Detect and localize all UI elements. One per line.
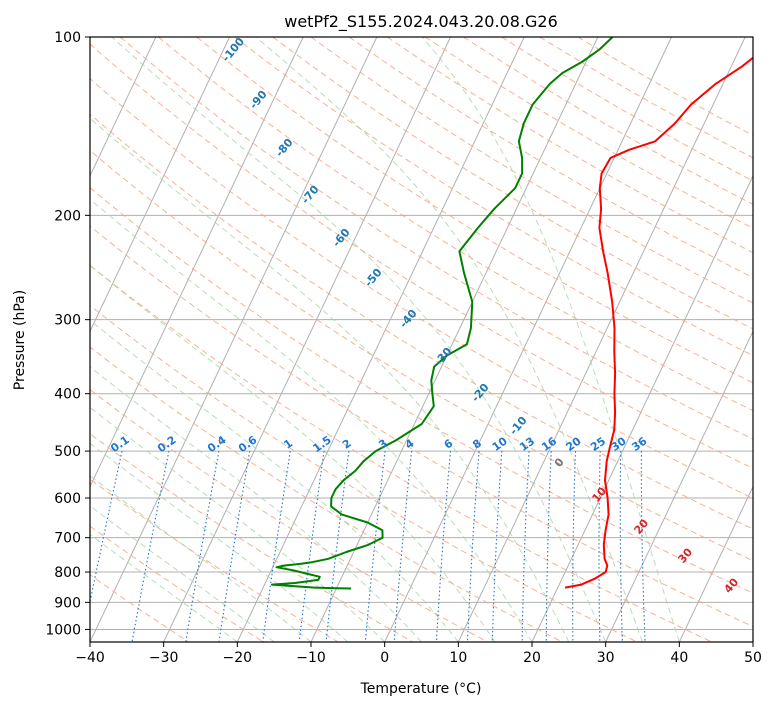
mixing-ratio-line	[640, 451, 646, 642]
x-axis: −40 −30 −20 −10 0 10 20 30 40 50	[75, 642, 762, 666]
mixing-ratio-line	[262, 451, 291, 642]
x-tick-label: 10	[449, 650, 467, 666]
isotherm-gridline	[163, 37, 451, 642]
x-tick-label: 30	[597, 650, 615, 666]
mixing-ratio-line	[572, 451, 577, 642]
isotherm-gridline	[678, 485, 753, 642]
data-series-layer	[270, 37, 753, 590]
mixing-ratio-line	[466, 451, 480, 642]
moist-adiabat-line	[421, 37, 680, 642]
isotherm-gridline	[90, 37, 230, 333]
x-tick-label: 0	[380, 650, 389, 666]
y-axis-label: Pressure (hPa)	[12, 290, 28, 390]
mixing-ratio-line	[298, 451, 325, 642]
reference-lines-layer	[90, 37, 753, 642]
mixing-ratio-line	[364, 451, 386, 642]
isotherm-gridline	[236, 37, 525, 642]
x-tick-label: −10	[296, 650, 326, 666]
moist-adiabat-line	[90, 319, 459, 642]
y-tick-label: 1000	[45, 622, 81, 638]
y-axis: 100 200 300 400 500 600 700 800 900 1000	[45, 30, 90, 638]
y-tick-label: 700	[54, 531, 81, 547]
moist-adiabat-line	[90, 406, 386, 642]
plot-frame	[89, 36, 754, 643]
dewpoint-line	[270, 37, 614, 590]
y-tick-label: 800	[54, 565, 81, 581]
y-tick-label: 900	[54, 595, 81, 611]
dry-adiabat-line	[90, 478, 339, 642]
moist-adiabat-line	[90, 117, 570, 642]
moist-adiabat-line	[255, 37, 643, 642]
x-axis-label: Temperature (°C)	[360, 681, 482, 697]
moist-adiabat-line	[90, 533, 238, 642]
mixing-ratio-line	[325, 451, 350, 642]
mixing-ratio-line	[598, 451, 601, 642]
mixing-ratio-line	[393, 451, 413, 642]
moist-adiabat-line	[90, 264, 496, 642]
dry-adiabat-line	[90, 77, 753, 499]
mixing-ratio-line	[491, 451, 503, 642]
x-tick-label: −20	[223, 650, 253, 666]
dry-adiabat-line	[90, 225, 753, 628]
mixing-ratio-line	[90, 450, 123, 605]
isotherm-gridline	[531, 174, 753, 642]
isotherm-gridline	[90, 37, 378, 642]
isotherm-gridline	[90, 37, 304, 488]
isotherm-gridline	[605, 330, 753, 642]
y-tick-label: 400	[54, 387, 81, 403]
y-tick-label: 300	[54, 313, 81, 329]
isotherm-gridline	[384, 37, 672, 642]
mixing-ratio-line	[521, 451, 530, 642]
chart-title: wetPf2_S155.2024.043.20.08.G26	[284, 12, 558, 32]
x-tick-label: −40	[75, 650, 105, 666]
dry-adiabat-line	[90, 187, 753, 594]
dry-adiabat-line	[90, 149, 753, 562]
isotherm-gridline	[457, 37, 746, 642]
dry-adiabat-line	[90, 304, 638, 642]
moist-adiabat-line	[90, 442, 349, 642]
x-tick-label: −30	[149, 650, 179, 666]
moist-adiabat-line	[90, 198, 533, 642]
mixing-ratio-line	[435, 451, 452, 642]
moist-adiabat-line	[90, 366, 422, 642]
moist-adiabat-line	[90, 505, 275, 642]
y-tick-label: 600	[54, 491, 81, 507]
temperature-line	[564, 56, 753, 589]
moist-adiabat-line	[111, 37, 607, 642]
isotherm-gridline	[90, 37, 157, 178]
dry-adiabat-line	[90, 113, 753, 530]
mixing-ratio-line	[185, 451, 220, 642]
mixing-ratio-line	[545, 451, 552, 642]
y-tick-label: 200	[54, 208, 81, 224]
x-tick-label: 20	[523, 650, 541, 666]
y-tick-label: 100	[54, 30, 81, 46]
dry-adiabat-line	[90, 346, 563, 642]
mixing-ratio-line	[131, 450, 170, 642]
x-tick-label: 50	[744, 650, 762, 666]
dry-adiabat-line	[90, 389, 488, 642]
y-tick-label: 500	[54, 444, 81, 460]
mixing-ratio-line	[619, 451, 623, 642]
x-tick-label: 40	[670, 650, 688, 666]
